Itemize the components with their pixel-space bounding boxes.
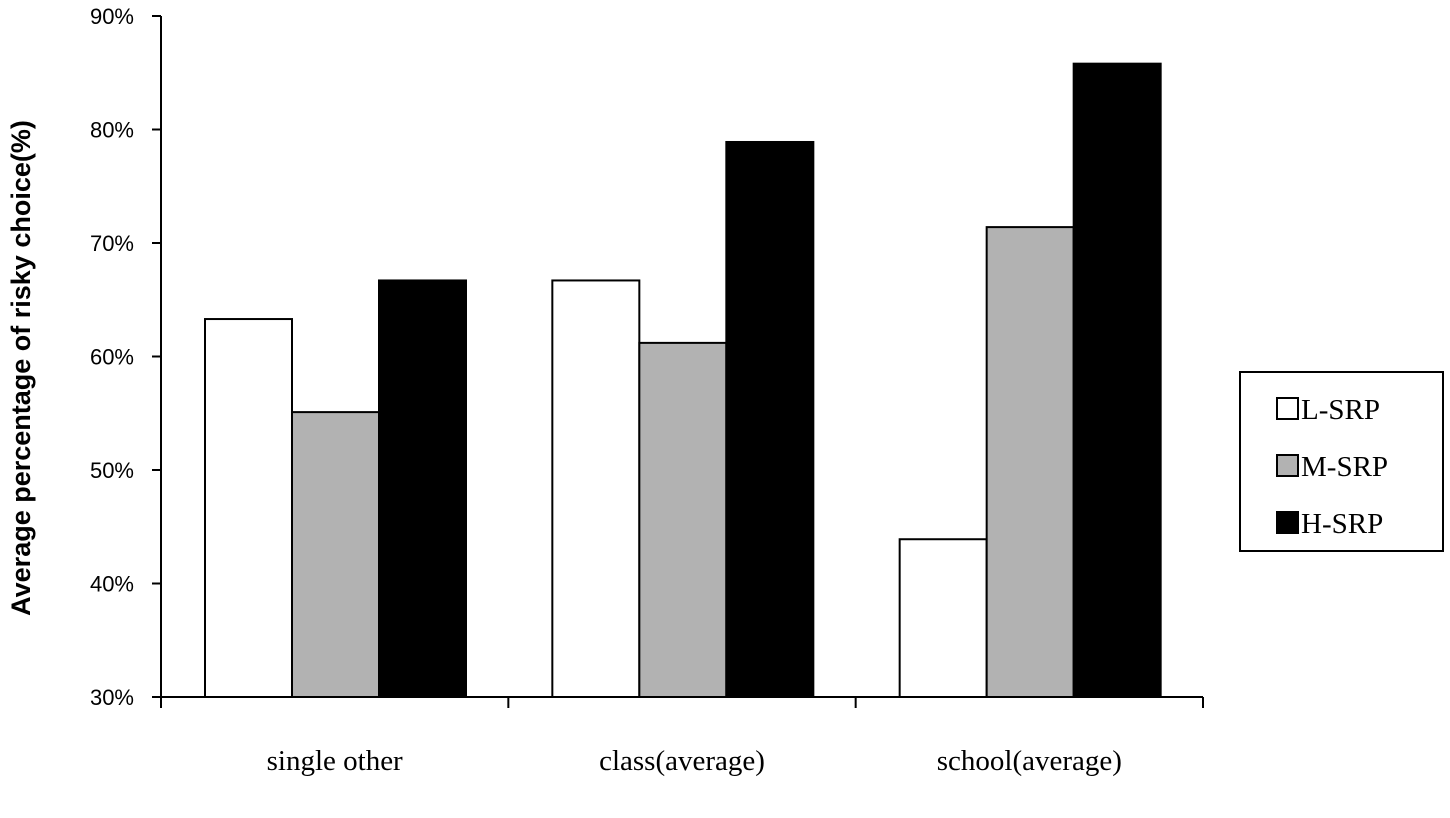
bars <box>204 62 1162 699</box>
bar-m-srp-3 <box>985 226 1075 699</box>
legend-swatch <box>1276 397 1299 420</box>
x-tick-label: class(average) <box>599 745 765 777</box>
y-tick-label: 80% <box>90 118 134 143</box>
bar-l-srp-3 <box>898 538 988 698</box>
y-tick-label: 40% <box>90 572 134 597</box>
bar-h-srp-2 <box>725 140 815 699</box>
y-tick-label: 70% <box>90 231 134 256</box>
y-axis-label: Average percentage of risky choice(%) <box>6 120 36 616</box>
legend-box <box>1239 371 1444 552</box>
x-tick-label: school(average) <box>937 745 1122 777</box>
bar-m-srp-1 <box>291 411 380 698</box>
legend-label: L-SRP <box>1301 394 1380 426</box>
x-tick-label: single other <box>267 745 403 777</box>
x-axis: single other class(average) school(average… <box>160 696 1204 777</box>
y-tick-label: 50% <box>90 458 134 483</box>
bar-h-srp-1 <box>378 279 467 698</box>
y-tick-label: 30% <box>90 685 134 710</box>
legend-swatch <box>1276 511 1299 534</box>
legend-label: H-SRP <box>1301 508 1383 540</box>
bar-l-srp-1 <box>204 318 293 698</box>
legend-swatch <box>1276 454 1299 477</box>
bar-l-srp-2 <box>551 279 641 698</box>
bar-h-srp-3 <box>1072 62 1162 699</box>
y-tick-label: 60% <box>90 345 134 370</box>
bar-m-srp-2 <box>638 341 728 698</box>
legend-label: M-SRP <box>1301 451 1388 483</box>
y-tick-label: 90% <box>90 4 134 29</box>
y-axis: 30% 40% 50% 60% 70% 80% 90% <box>90 4 162 710</box>
legend: L-SRP M-SRP H-SRP <box>1239 371 1444 552</box>
